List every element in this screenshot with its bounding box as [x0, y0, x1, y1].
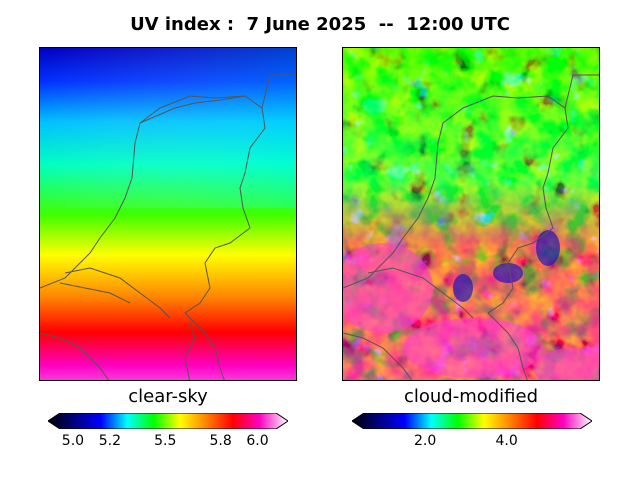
colorbar-tick-label: 6.0	[246, 433, 269, 449]
clear-sky-map-panel	[39, 47, 297, 381]
cloud-modified-map-panel	[342, 47, 600, 381]
cloud-modified-colorbar-ticks: 2.0 4.0	[364, 433, 580, 453]
colorbar-tick-label: 5.2	[98, 433, 121, 449]
clear-sky-label: clear-sky	[128, 386, 208, 407]
colorbar-tick-label: 4.0	[495, 433, 518, 449]
clear-sky-map	[40, 48, 296, 380]
cloud-modified-colorbar	[352, 413, 592, 429]
colorbar-tick-label: 5.5	[154, 433, 177, 449]
clear-sky-colorbar-ticks: 5.0 5.2 5.5 5.8 6.0	[60, 433, 276, 453]
colorbar-tick-label: 5.0	[61, 433, 85, 449]
clear-sky-colorbar	[48, 413, 288, 429]
coastline	[343, 74, 599, 380]
map-title: UV index : 7 June 2025 -- 12:00 UTC	[130, 14, 510, 35]
coastline	[40, 74, 296, 380]
colorbar-tick-label: 5.8	[209, 433, 232, 449]
cloud-modified-map	[343, 48, 599, 380]
cloud-modified-label: cloud-modified	[403, 386, 539, 407]
colorbar-tick-label: 2.0	[413, 433, 437, 449]
